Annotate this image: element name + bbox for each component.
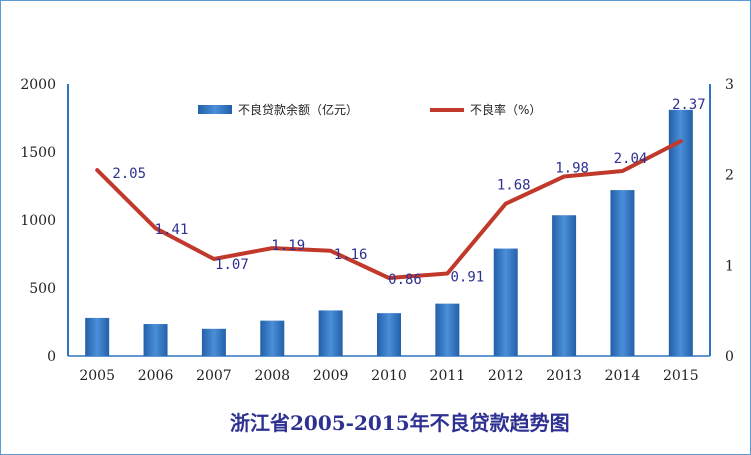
line-data-label: 1.16 (334, 247, 368, 263)
bar (610, 190, 635, 356)
bar (143, 324, 168, 356)
x-tick-label: 2011 (430, 368, 466, 384)
line-point (621, 170, 623, 172)
line-data-label: 1.98 (555, 160, 589, 176)
x-tick-label: 2006 (138, 368, 174, 384)
line-data-label: 1.41 (155, 222, 189, 238)
bar (493, 248, 518, 356)
y-left-tick-label: 1500 (20, 145, 56, 161)
line-point (96, 169, 98, 171)
y-left-tick-label: 0 (47, 349, 56, 365)
bar (377, 313, 401, 356)
line-point (446, 272, 448, 274)
line-point (155, 227, 157, 229)
line-point (563, 175, 565, 177)
y-right-tick-label: 3 (725, 77, 734, 93)
x-tick-label: 2010 (371, 368, 407, 384)
x-tick-label: 2015 (663, 368, 699, 384)
x-tick-label: 2005 (79, 368, 115, 384)
line-point (271, 247, 273, 249)
x-tick-label: 2007 (196, 368, 232, 384)
line-point (680, 140, 682, 142)
x-tick-label: 2013 (546, 368, 582, 384)
line-data-label: 0.86 (388, 272, 422, 288)
line-data-label: 1.07 (215, 257, 249, 273)
line-data-label: 1.19 (271, 238, 305, 254)
x-tick-label: 2009 (313, 368, 349, 384)
y-left-tick-label: 1000 (20, 213, 56, 229)
line-point (330, 250, 332, 252)
line-point (388, 277, 390, 279)
x-tick-label: 2014 (605, 368, 641, 384)
bar (260, 320, 285, 356)
line-data-label: 2.37 (672, 97, 706, 113)
bar (318, 310, 343, 356)
y-left-tick-label: 2000 (20, 77, 56, 93)
bar (668, 109, 693, 356)
line-data-label: 0.91 (451, 269, 485, 285)
line-data-label: 2.05 (112, 166, 146, 182)
y-right-tick-label: 2 (725, 168, 734, 184)
bar (552, 215, 577, 356)
line-data-label: 1.68 (497, 178, 531, 194)
y-right-tick-label: 1 (725, 258, 734, 274)
x-tick-label: 2012 (488, 368, 524, 384)
line-point (213, 258, 215, 260)
line-series-path (95, 139, 683, 280)
chart-title: 浙江省2005-2015年不良贷款趋势图 (230, 411, 570, 435)
legend-bar-label: 不良贷款余额（亿元） (238, 102, 358, 117)
bar (201, 328, 226, 356)
bar (85, 317, 110, 356)
y-left-tick-label: 500 (29, 281, 56, 297)
x-tick-label: 2008 (254, 368, 290, 384)
bar (435, 303, 460, 356)
legend-line-label: 不良率（%） (470, 102, 541, 117)
line-point (505, 203, 507, 205)
line-data-label: 2.04 (614, 151, 648, 167)
y-right-tick-label: 0 (725, 349, 734, 365)
legend-bar-swatch (198, 105, 232, 114)
